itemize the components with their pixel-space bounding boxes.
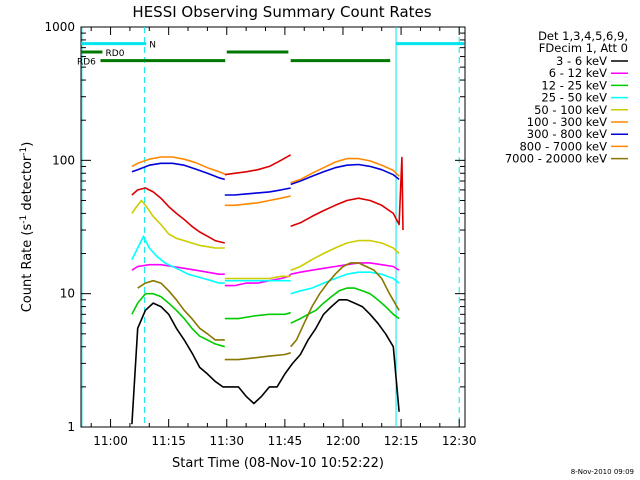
legend-header-line1: Det 1,3,4,5,6,9,: [538, 29, 628, 43]
series-3-segment-2: [224, 311, 291, 320]
series-10-segment-3: [290, 156, 404, 231]
series-1: [131, 298, 400, 425]
y-tick-label-1: 1: [67, 420, 75, 434]
x-tick-label-2: 11:15: [151, 434, 186, 448]
series-8-segment-3: [290, 157, 400, 184]
x-tick-label-6: 12:15: [384, 434, 419, 448]
series-8-segment-2: [224, 195, 291, 207]
series-layer: [131, 154, 404, 425]
series-5: [131, 199, 400, 280]
plot-border: [80, 26, 466, 428]
orbit-lines: [81, 27, 460, 427]
series-4: [131, 235, 400, 295]
x-tick-label-1: 11:00: [93, 434, 128, 448]
series-8-segment-1: [131, 156, 226, 175]
series-9-segment-2: [224, 352, 291, 361]
series-3: [131, 287, 400, 348]
series-9-segment-1: [137, 279, 225, 341]
legend-row-label-9: 7000 - 20000 keV: [505, 152, 607, 166]
series-4-segment-3: [290, 271, 400, 295]
x-tick-label-4: 11:45: [268, 434, 303, 448]
series-2-segment-1: [131, 263, 225, 276]
legend-row-label-5: 50 - 100 keV: [534, 103, 607, 117]
y-tick-label-2: 10: [60, 287, 75, 301]
series-7-segment-2: [224, 187, 291, 196]
series-3-segment-3: [290, 287, 400, 324]
y-axis: 1 10 100 1000: [44, 20, 465, 434]
y-axis-label: Count Rate (s-1 detector-1): [19, 142, 35, 313]
chart-title: HESSI Observing Summary Count Rates: [132, 3, 431, 21]
plot-frame: [80, 26, 466, 428]
footer-date: 8-Nov-2010 09:09: [571, 468, 634, 476]
y-tick-label-4: 1000: [44, 20, 75, 34]
x-tick-label-3: 11:30: [209, 434, 244, 448]
legend-header-line2: FDecim 1, Att 0: [539, 41, 628, 55]
series-5-segment-2: [224, 275, 291, 280]
x-axis: 11:00 11:15 11:30 11:45 12:00 12:15 12:30: [90, 27, 477, 448]
legend-row-label-2: 6 - 12 keV: [549, 66, 607, 80]
legend-row-label-1: 3 - 6 keV: [556, 54, 607, 68]
series-9-segment-3: [290, 262, 400, 348]
y-axis-label-sup2: -1: [19, 147, 29, 156]
flag-label-rd6: RD6: [77, 58, 96, 68]
series-4-segment-1: [131, 235, 225, 284]
flag-label-rd0: RD0: [106, 49, 125, 59]
legend-row-label-8: 800 - 7000 keV: [519, 139, 607, 153]
series-7-segment-1: [131, 162, 226, 181]
flag-label-n: N: [149, 41, 156, 51]
series-10: [131, 154, 404, 244]
series-2-segment-3: [290, 262, 400, 275]
legend: Det 1,3,4,5,6,9, FDecim 1, Att 0 3 - 6 k…: [505, 29, 628, 166]
legend-row-label-3: 12 - 25 keV: [541, 78, 607, 92]
y-axis-label-mid: detector: [20, 155, 35, 215]
series-5-segment-3: [290, 239, 400, 271]
legend-row-label-4: 25 - 50 keV: [541, 91, 607, 105]
series-7-segment-3: [290, 163, 400, 186]
legend-row-label-7: 300 - 800 keV: [527, 127, 607, 141]
series-9: [137, 262, 400, 361]
x-tick-label-5: 12:00: [326, 434, 361, 448]
legend-row-label-6: 100 - 300 keV: [527, 115, 607, 129]
y-tick-label-3: 100: [52, 153, 75, 167]
series-10-segment-1: [131, 187, 225, 244]
x-axis-label: Start Time (08-Nov-10 10:52:22): [172, 456, 384, 471]
series-10-segment-2: [224, 154, 292, 176]
series-1-segment-1: [131, 298, 400, 425]
series-8: [131, 156, 400, 207]
y-axis-label-main: Count Rate (s: [20, 224, 35, 313]
series-3-segment-1: [131, 292, 226, 348]
series-5-segment-1: [131, 199, 225, 249]
series-7: [131, 162, 400, 196]
y-axis-label-end: ): [20, 142, 35, 147]
y-axis-label-sup1: -1: [19, 215, 29, 224]
x-tick-label-7: 12:30: [442, 434, 477, 448]
flag-bars: N RD0 RD6: [77, 41, 465, 68]
